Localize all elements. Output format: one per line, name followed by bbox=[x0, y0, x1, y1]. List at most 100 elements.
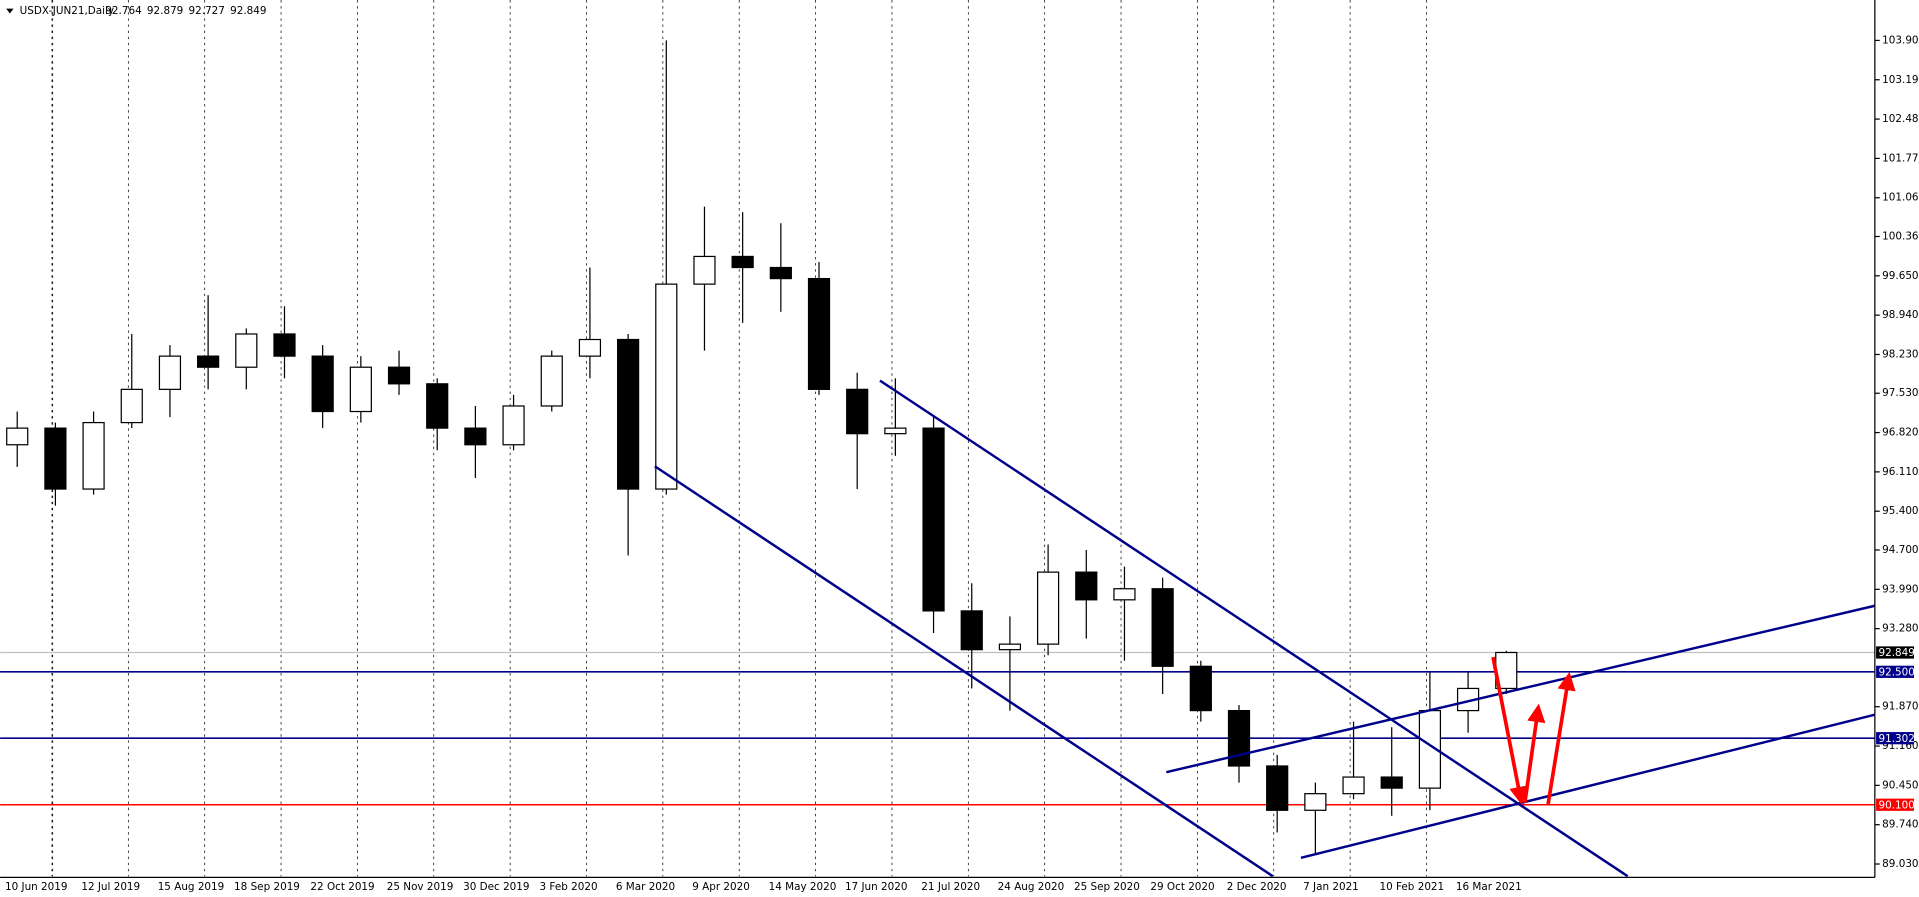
candle-body bbox=[158, 355, 182, 390]
price-label: 91.302 bbox=[1879, 733, 1915, 745]
x-tick-label: 2 Dec 2020 bbox=[1227, 881, 1287, 893]
candle-body bbox=[922, 427, 945, 612]
candle-body bbox=[693, 255, 716, 285]
channel-line bbox=[879, 379, 1629, 878]
menu-triangle[interactable] bbox=[6, 8, 14, 14]
candle-body bbox=[502, 405, 525, 446]
x-tick-label: 25 Nov 2019 bbox=[387, 881, 454, 893]
channel-line bbox=[654, 465, 1274, 878]
price-label-box bbox=[1876, 732, 1915, 745]
x-tick-label: 10 Jun 2019 bbox=[5, 881, 68, 893]
chart-title: USDX-JUN21,Daily bbox=[20, 5, 114, 17]
y-tick-label: 95.400 bbox=[1882, 505, 1918, 517]
drawings bbox=[654, 379, 1876, 878]
candle-body bbox=[349, 366, 372, 413]
ohlc-value: 92.764 bbox=[105, 5, 142, 17]
ohlc-value: 92.849 bbox=[230, 5, 266, 17]
candle-body bbox=[998, 643, 1022, 651]
x-tick-label: 10 Feb 2021 bbox=[1379, 881, 1444, 893]
y-tick-label: 96.820 bbox=[1882, 427, 1918, 439]
candle-body bbox=[82, 421, 105, 490]
y-tick-label: 101.060 bbox=[1882, 192, 1919, 204]
y-tick-label: 93.990 bbox=[1882, 583, 1918, 595]
x-tick-label: 7 Jan 2021 bbox=[1303, 881, 1359, 893]
x-tick-label: 17 Jun 2020 bbox=[845, 881, 908, 893]
x-tick-label: 14 May 2020 bbox=[769, 881, 837, 893]
y-tick-label: 89.740 bbox=[1882, 819, 1918, 831]
candle-body bbox=[120, 388, 143, 424]
price-label-box bbox=[1876, 798, 1915, 811]
y-tick-label: 94.700 bbox=[1882, 544, 1918, 556]
price-label: 92.849 bbox=[1879, 647, 1915, 659]
candle-body bbox=[578, 338, 602, 357]
trend-line bbox=[1166, 604, 1876, 774]
candle-body bbox=[960, 610, 983, 651]
price-label-box bbox=[1876, 646, 1915, 659]
x-tick-label: 6 Mar 2020 bbox=[616, 881, 675, 893]
candles bbox=[6, 40, 1518, 855]
candle-body bbox=[731, 255, 754, 269]
price-label: 90.100 bbox=[1879, 799, 1915, 811]
candle-body bbox=[540, 355, 563, 407]
y-tick-label: 99.650 bbox=[1882, 270, 1918, 282]
candle-body bbox=[1113, 588, 1136, 601]
candle-body bbox=[1380, 776, 1403, 789]
ohlc-value: 92.727 bbox=[189, 5, 225, 17]
y-tick-label: 101.770 bbox=[1882, 152, 1919, 164]
price-label-box bbox=[1876, 665, 1915, 678]
candle-body bbox=[1342, 776, 1365, 795]
arrow bbox=[1491, 656, 1528, 806]
y-tick-label: 89.030 bbox=[1882, 858, 1918, 870]
candle-body bbox=[273, 333, 296, 357]
candle-body bbox=[464, 427, 487, 446]
candle-body bbox=[1075, 571, 1098, 601]
y-tick-label: 91.870 bbox=[1882, 701, 1918, 713]
grid bbox=[0, 0, 1875, 877]
candle-body bbox=[1304, 793, 1327, 811]
candle-body bbox=[311, 355, 334, 413]
arrow bbox=[1523, 703, 1546, 804]
y-tick-label: 100.360 bbox=[1882, 230, 1919, 242]
ohlc-value: 92.879 bbox=[147, 5, 183, 17]
x-tick-label: 21 Jul 2020 bbox=[921, 881, 980, 893]
candle-body bbox=[846, 388, 869, 435]
y-tick-label: 103.900 bbox=[1882, 34, 1919, 46]
candle-body bbox=[1227, 709, 1251, 767]
candle-body bbox=[769, 266, 792, 280]
candle-body bbox=[44, 427, 67, 490]
candle-body bbox=[6, 427, 29, 446]
candle-body bbox=[1151, 588, 1174, 667]
x-tick-label: 25 Sep 2020 bbox=[1074, 881, 1140, 893]
arrow bbox=[1546, 671, 1576, 805]
price-label: 92.500 bbox=[1879, 666, 1915, 678]
candle-body bbox=[617, 338, 640, 490]
y-tick-label: 98.230 bbox=[1882, 348, 1918, 360]
candle-body bbox=[884, 427, 907, 435]
candle-body bbox=[235, 333, 258, 368]
candle-body bbox=[655, 283, 678, 490]
y-tick-label: 93.280 bbox=[1882, 623, 1918, 635]
x-tick-label: 3 Feb 2020 bbox=[540, 881, 598, 893]
candle-body bbox=[1189, 665, 1212, 712]
candle-body bbox=[426, 383, 449, 429]
x-tick-label: 30 Dec 2019 bbox=[463, 881, 529, 893]
x-tick-label: 22 Oct 2019 bbox=[310, 881, 374, 893]
y-tick-label: 103.190 bbox=[1882, 74, 1919, 86]
x-tick-label: 18 Sep 2019 bbox=[234, 881, 300, 893]
x-tick-label: 24 Aug 2020 bbox=[998, 881, 1065, 893]
x-tick-label: 29 Oct 2020 bbox=[1150, 881, 1214, 893]
y-tick-label: 96.110 bbox=[1882, 466, 1918, 478]
candle-body bbox=[197, 355, 220, 368]
trend-line bbox=[1300, 713, 1876, 860]
y-tick-label: 102.480 bbox=[1882, 113, 1919, 125]
ohlc-text: 92.764 92.879 92.727 92.849 bbox=[105, 5, 266, 17]
candle-body bbox=[1036, 571, 1060, 645]
x-tick-label: 9 Apr 2020 bbox=[692, 881, 750, 893]
candle-body bbox=[807, 277, 831, 390]
candle-body bbox=[1266, 765, 1289, 811]
x-tick-label: 16 Mar 2021 bbox=[1456, 881, 1522, 893]
